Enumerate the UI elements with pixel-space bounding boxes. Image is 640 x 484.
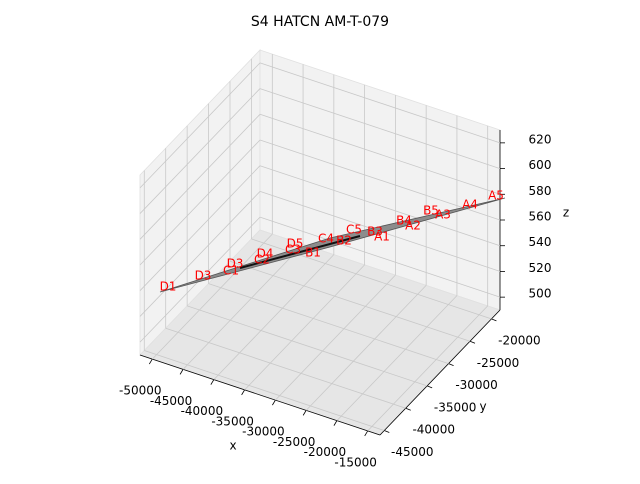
grid-line: [259, 113, 501, 195]
surface: [159, 197, 506, 293]
grid-line: [139, 165, 261, 291]
grid-line: [139, 139, 261, 266]
y-tick-label: -20000: [498, 333, 541, 347]
z-tick-label: 520: [529, 261, 552, 275]
grid-line: [336, 295, 458, 421]
point-label: B1: [305, 246, 321, 260]
grid-line: [229, 260, 471, 342]
point-label: C5: [346, 223, 362, 237]
y-tick: [426, 385, 433, 389]
grid-line: [259, 88, 501, 169]
point-label: A3: [435, 208, 451, 222]
z-tick-label: 500: [529, 287, 552, 301]
x-tick-label: -50000: [119, 384, 162, 398]
x-tick: [241, 389, 245, 396]
grid-line: [259, 165, 501, 247]
y-tick-label: -45000: [391, 445, 434, 459]
z-axis-label: z: [563, 206, 569, 220]
point-label: C3: [285, 243, 301, 257]
y-tick-label: -40000: [412, 423, 455, 437]
y-tick-label: -35000: [434, 400, 477, 414]
point-label: D5: [287, 237, 304, 251]
point-label: C1: [223, 264, 239, 278]
x-axis-label: x: [229, 439, 236, 453]
z-tick-label: 580: [529, 184, 552, 198]
point-label: A5: [488, 189, 504, 203]
grid-line: [244, 264, 365, 391]
z-tick-label: 560: [529, 210, 552, 224]
grid-line: [259, 62, 501, 144]
grid-line: [259, 216, 501, 298]
x-tick-label: -15000: [334, 455, 377, 469]
z-tick-label: 620: [529, 132, 552, 146]
x-axis-line: [139, 354, 381, 436]
grid-line: [139, 62, 261, 189]
grid-line: [208, 283, 449, 364]
x-tick: [210, 379, 215, 385]
point-label: D3: [195, 269, 212, 283]
grid-line: [275, 274, 396, 401]
x-tick: [272, 399, 276, 406]
x-tick-label: -25000: [273, 435, 316, 449]
y-tick: [448, 363, 454, 366]
x-tick: [148, 358, 153, 365]
grid: -50000-45000-40000-35000-30000-25000-200…: [119, 54, 551, 469]
grid-line: [367, 305, 488, 432]
x-tick-label: -20000: [304, 445, 347, 459]
point-label: B4: [396, 214, 412, 228]
surface-ridge: [239, 235, 361, 269]
x-tick-label: -40000: [181, 404, 224, 418]
y-axis-label: y: [479, 400, 486, 414]
point-label: B2: [336, 234, 352, 248]
chart-title: S4 HATCN AM-T-079: [251, 14, 389, 30]
y-tick: [469, 340, 476, 344]
point-label: D3: [227, 257, 244, 271]
y-tick: [405, 407, 411, 411]
grid-line: [139, 88, 261, 214]
point-label: A1: [374, 230, 390, 244]
y-axis-line: [379, 309, 501, 436]
x-tick: [364, 430, 369, 437]
point-label: C2: [254, 253, 270, 267]
point-label: D4: [257, 247, 274, 261]
grid-line: [152, 233, 273, 360]
point-label: A4: [462, 198, 478, 212]
x-tick: [302, 410, 307, 416]
point-label: D1: [160, 280, 177, 294]
z-tick-label: 540: [529, 235, 552, 249]
grid-line: [187, 305, 428, 387]
grid-line: [305, 285, 427, 411]
z-tick-label: 600: [529, 158, 552, 172]
grid-line: [259, 139, 501, 221]
grid-line: [144, 350, 385, 431]
x-tick: [333, 420, 338, 426]
point-label: A2: [405, 219, 421, 233]
grid-line: [139, 191, 261, 317]
y-tick: [491, 318, 497, 322]
point-label: C4: [318, 232, 334, 246]
x-tick: [179, 369, 184, 375]
grid-line: [139, 114, 261, 240]
y-tick-label: -30000: [455, 378, 498, 392]
grid-line: [213, 254, 335, 380]
y-tick-label: -25000: [477, 356, 520, 370]
grid-line: [182, 244, 304, 370]
grid-line: [165, 327, 406, 409]
point-label: B5: [423, 204, 439, 218]
point-label: B3: [367, 225, 383, 239]
x-tick-label: -35000: [211, 414, 254, 428]
x-tick-label: -45000: [150, 394, 193, 408]
y-tick: [384, 430, 390, 433]
x-tick-label: -30000: [242, 425, 285, 439]
